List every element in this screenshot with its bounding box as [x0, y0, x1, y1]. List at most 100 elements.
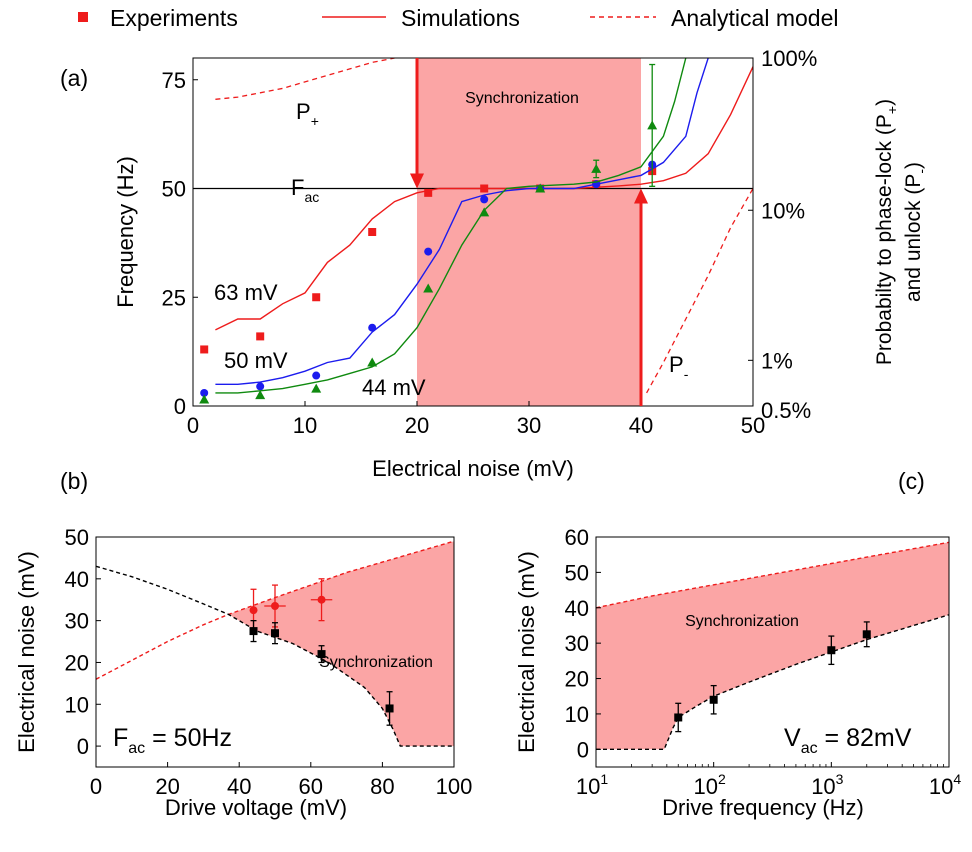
red-point-b-2 — [317, 595, 326, 604]
panel-b-ytick-40: 40 — [65, 567, 89, 592]
panel-c-sync-label: Synchronization — [685, 613, 799, 630]
panel-b-ytick-30: 30 — [65, 609, 89, 634]
experiment-point-63mv-3 — [368, 228, 377, 236]
experiment-point-44mv-3 — [367, 357, 378, 367]
panel-c-xtick-2: 103 — [811, 771, 843, 799]
black-point-c-2 — [827, 646, 836, 655]
panel-a-xtick-30: 30 — [517, 413, 541, 438]
panel-a-xlabel: Electrical noise (mV) — [372, 456, 574, 481]
panel-b-xlabel: Drive voltage (mV) — [165, 795, 347, 820]
legend-marker-experiments — [78, 12, 88, 22]
panel-c-annotation: Vac = 82mV — [784, 724, 912, 757]
lower-boundary-c — [596, 614, 949, 750]
panel-b-xtick-0: 0 — [90, 774, 102, 799]
panel-b-xtick-60: 60 — [299, 774, 323, 799]
panel-b-ytick-50: 50 — [65, 525, 89, 550]
panel-a-frame — [192, 57, 754, 407]
panel-b-xtick-20: 20 — [155, 774, 179, 799]
simulation-curve-50mv — [215, 58, 709, 385]
series-label-63mv: 63 mV — [214, 280, 278, 305]
experiment-point-44mv-1 — [255, 390, 266, 400]
panel-a-sync-label: Synchronization — [465, 90, 579, 107]
panel-a-fac-label: Fac — [291, 175, 319, 205]
series-label-50mv: 50 mV — [224, 348, 288, 373]
red-point-b-1 — [271, 602, 279, 610]
experiment-point-44mv-6 — [535, 183, 546, 193]
panel-a-ylabel-right-2: and unlock (P-) — [902, 162, 929, 302]
simulation-curve-44mv — [215, 58, 687, 394]
panel-c-ytick-0: 0 — [577, 737, 589, 762]
panel-c-ytick-50: 50 — [565, 560, 589, 585]
panel-c-xtick-0: 101 — [576, 771, 608, 799]
experiment-point-50mv-4 — [424, 247, 433, 256]
panel-a-xtick-50: 50 — [741, 413, 765, 438]
sync-arrow-head-0 — [410, 173, 424, 189]
panel-a-xtick-0: 0 — [187, 413, 199, 438]
panel-c-ytick-20: 20 — [565, 667, 589, 692]
experiment-point-63mv-5 — [480, 184, 489, 193]
black-point-c-3 — [862, 630, 871, 639]
panel-a-rtick-0: 100% — [761, 46, 817, 71]
panel-c-ytick-40: 40 — [565, 596, 589, 621]
experiment-point-44mv-0 — [199, 394, 210, 404]
panel-b-annotation: Fac = 50Hz — [113, 724, 232, 757]
black-point-b-0 — [249, 627, 258, 636]
panel-c-ytick-30: 30 — [565, 631, 589, 656]
black-point-c-1 — [709, 695, 718, 704]
panel-a-ytick-50: 50 — [162, 177, 186, 202]
experiment-point-63mv-4 — [424, 188, 433, 197]
panel-a-pplus-label: P+ — [296, 99, 319, 129]
panel-a-ylabel-right-1: Probabilty to phase-lock (P+) — [873, 99, 900, 365]
panel-b-frame — [95, 536, 455, 768]
experiment-point-50mv-5 — [480, 195, 489, 204]
panel-a-xtick-40: 40 — [629, 413, 653, 438]
experiment-point-50mv-3 — [368, 323, 377, 332]
analytical-p-minus-curve — [646, 187, 753, 394]
experiment-point-63mv-1 — [256, 332, 265, 341]
black-point-b-2 — [317, 650, 326, 659]
panel-c-ylabel: Electrical noise (mV) — [514, 551, 539, 753]
panel-b-ylabel: Electrical noise (mV) — [14, 551, 39, 753]
panel-c-xlabel: Drive frequency (Hz) — [662, 795, 864, 820]
panel-c: 101 102 103 104 0 10 20 30 40 50 60 (c) Synchroniz… — [514, 468, 961, 820]
panel-c-xtick-1: 102 — [694, 771, 726, 799]
experiment-point-63mv-2 — [312, 293, 321, 302]
sync-region-c — [596, 542, 949, 750]
series-label-44mv: 44 mV — [362, 375, 426, 400]
experiment-point-63mv-0 — [200, 345, 209, 354]
panel-c-ytick-10: 10 — [565, 702, 589, 727]
legend-label-experiments: Experiments — [110, 5, 238, 31]
experiment-point-50mv-0 — [200, 388, 209, 397]
panel-a-pminus-label: P- — [669, 352, 689, 382]
panel-a-ytick-75: 75 — [162, 68, 186, 93]
panel-c-ytick-60: 60 — [565, 525, 589, 550]
analytical-p-plus-curve — [215, 58, 395, 100]
panel-c-xtick-3: 104 — [929, 771, 961, 799]
sync-region — [417, 58, 641, 406]
panel-b-xtick-100: 100 — [436, 774, 473, 799]
panel-a-ytick-25: 25 — [162, 285, 186, 310]
panel-b-ytick-10: 10 — [65, 692, 89, 717]
panel-b: 0 20 40 60 80 100 0 10 20 30 40 50 (b) Synchronizat… — [14, 468, 472, 820]
panel-a: 0 10 20 30 40 50 0 25 50 75 100% 10% 1% 0.5% (a) Sync… — [60, 46, 929, 481]
sync-arrow-head-1 — [634, 188, 648, 204]
panel-a-ylabel: Frequency (Hz) — [113, 156, 138, 308]
experiment-point-50mv-1 — [256, 382, 265, 391]
black-point-b-3 — [385, 704, 394, 713]
panel-a-rtick-1: 10% — [761, 198, 805, 223]
legend: Experiments Simulations Analytical model — [78, 5, 838, 31]
panel-b-xtick-40: 40 — [227, 774, 251, 799]
panel-a-rtick-2: 1% — [761, 348, 793, 373]
legend-label-analytical: Analytical model — [671, 5, 838, 31]
sync-region-b — [228, 541, 454, 747]
panel-a-rtick-3: 0.5% — [761, 398, 811, 423]
panel-b-label: (b) — [60, 468, 88, 494]
panel-c-frame — [595, 536, 950, 768]
panel-c-label: (c) — [898, 468, 925, 494]
experiment-point-44mv-4 — [423, 283, 434, 293]
panel-a-ytick-0: 0 — [174, 394, 186, 419]
red-point-b-0 — [249, 606, 258, 615]
lower-boundary-b — [96, 565, 454, 747]
simulation-curve-63mv — [215, 66, 753, 331]
experiment-point-50mv-2 — [312, 371, 321, 380]
